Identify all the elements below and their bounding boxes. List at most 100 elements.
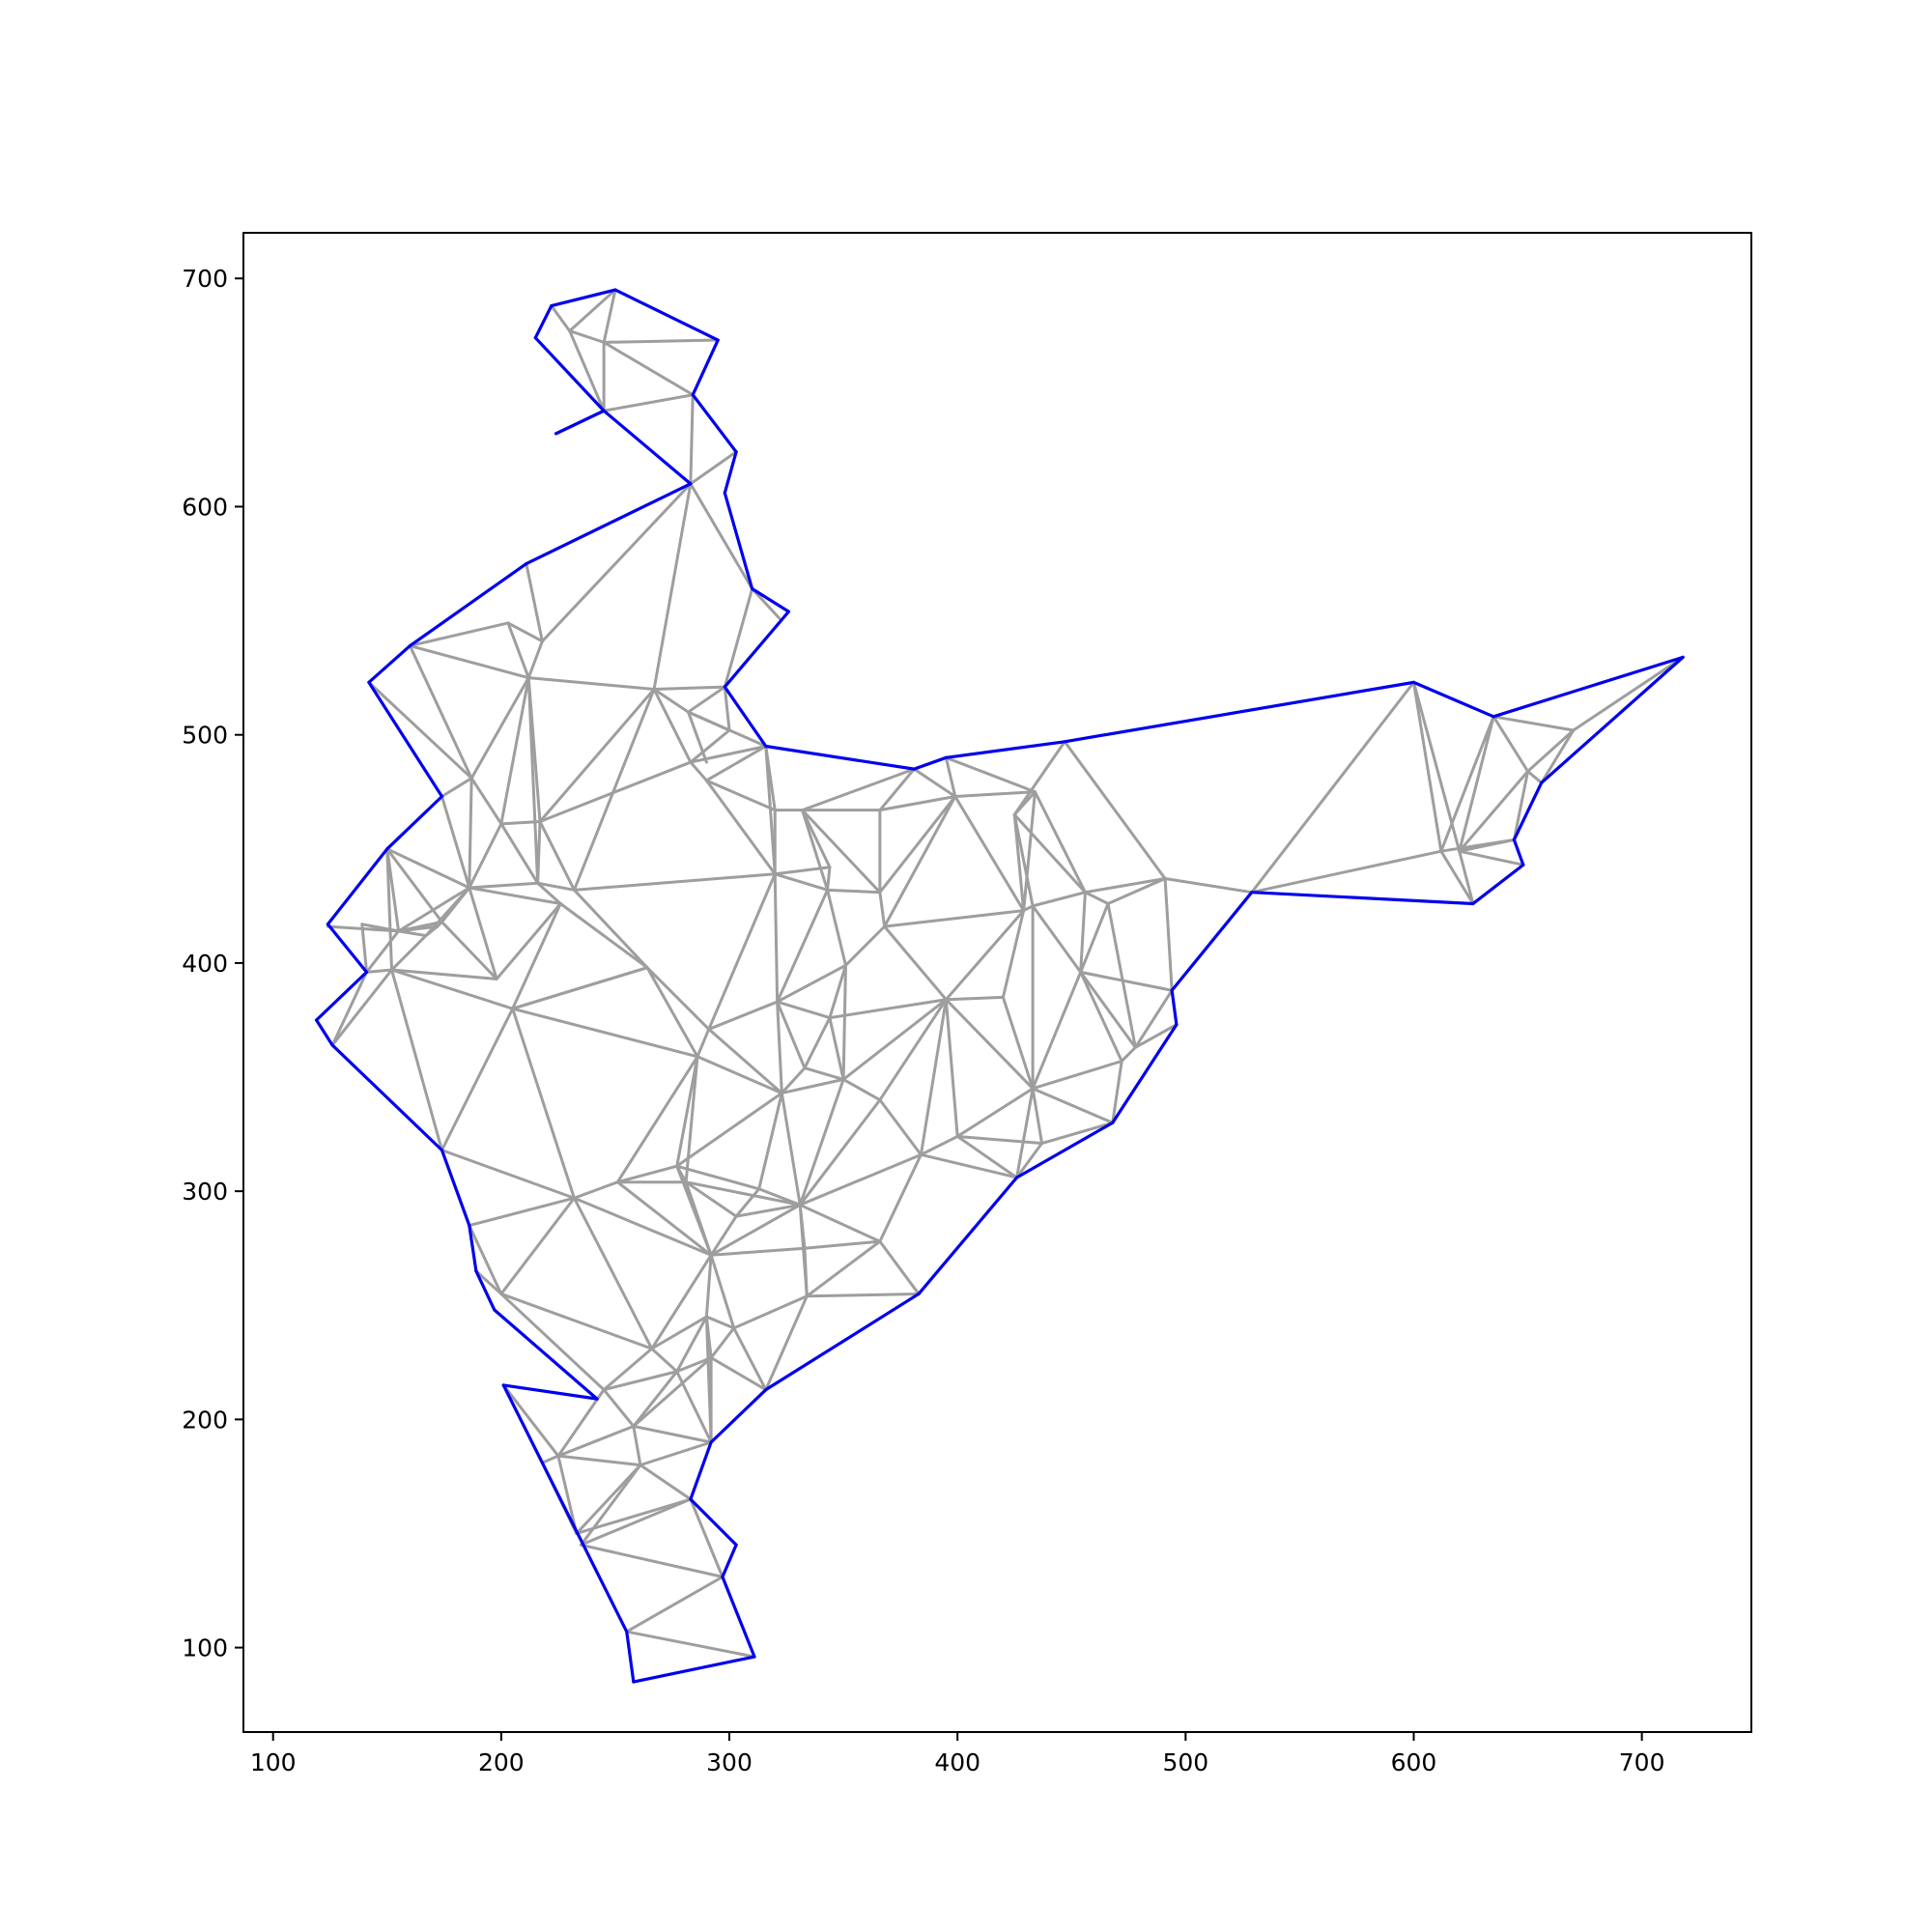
boundary-edge	[723, 491, 754, 591]
y-tick-label: 100	[182, 1634, 228, 1662]
mesh-edge	[652, 482, 693, 691]
mesh-edge	[1163, 877, 1174, 992]
x-tick-label: 600	[1391, 1748, 1437, 1776]
mesh-edge	[689, 728, 731, 764]
mesh-edge	[526, 676, 540, 885]
y-tick-label: 600	[182, 493, 228, 521]
mesh-edge	[397, 886, 471, 933]
boundary-edge	[408, 561, 528, 648]
mesh-edge	[385, 847, 471, 890]
boundary-edge	[1014, 1121, 1115, 1179]
mesh-edge	[1106, 902, 1137, 1049]
mesh-edge	[1526, 728, 1576, 773]
boundary-edge	[721, 1543, 738, 1578]
mesh-edge	[709, 1246, 807, 1257]
mesh-edge	[675, 1055, 699, 1168]
mesh-edge	[495, 902, 562, 980]
mesh-edge	[469, 676, 530, 781]
y-tick-label: 200	[182, 1406, 228, 1434]
mesh-edge	[639, 1440, 713, 1467]
mesh-edge	[704, 779, 777, 812]
mesh-edge	[801, 809, 832, 869]
boundary-edge	[613, 288, 720, 342]
mesh-edge	[955, 1134, 1019, 1179]
mesh-edge	[707, 872, 777, 1031]
mesh-edge	[684, 1180, 738, 1218]
mesh-edge	[572, 888, 649, 970]
mesh-edge	[828, 1016, 845, 1081]
mesh-edge	[1079, 891, 1087, 974]
mesh-edge	[550, 304, 572, 333]
mesh-edge	[645, 966, 711, 1031]
boundary-edge	[493, 1308, 599, 1401]
mesh-edge	[944, 995, 1005, 1002]
boundary-edge	[326, 923, 369, 974]
mesh-edge	[675, 1164, 761, 1191]
mesh-edge	[1012, 812, 1087, 895]
mesh-edge	[798, 1152, 923, 1207]
boundary-edge	[330, 1043, 444, 1152]
mesh-edge	[360, 923, 369, 974]
plot-frame	[242, 232, 1752, 1733]
mesh-edge	[511, 966, 649, 1010]
mesh-edge	[536, 881, 562, 906]
boundary-edge	[1471, 863, 1525, 906]
mesh-edge	[841, 1077, 882, 1102]
mesh-edge	[684, 1055, 699, 1184]
y-tick-label: 700	[182, 265, 228, 293]
mesh-edge	[696, 1027, 711, 1059]
mesh-edge	[1040, 1121, 1115, 1146]
mesh-edge	[1111, 1059, 1123, 1124]
x-tick-label: 200	[478, 1748, 525, 1776]
boundary-edge	[1250, 891, 1475, 906]
mesh-edge	[953, 794, 1026, 913]
mesh-edge	[538, 760, 693, 823]
mesh-edge	[1001, 909, 1026, 999]
mesh-edge	[468, 881, 540, 890]
mesh-edge	[499, 1196, 576, 1295]
boundary-edge	[1063, 680, 1416, 744]
mesh-edge	[440, 920, 498, 980]
mesh-edge	[732, 1294, 809, 1330]
mesh-edge	[675, 1092, 783, 1168]
mesh-edge	[841, 998, 948, 1081]
mesh-edge	[1250, 849, 1443, 895]
mesh-edge	[568, 329, 606, 344]
mesh-edge	[1411, 680, 1443, 853]
mesh-edge	[944, 755, 1037, 794]
mesh-edge	[1572, 655, 1685, 732]
mesh-edge	[615, 1055, 699, 1184]
mesh-edge	[801, 767, 916, 812]
mesh-edge	[675, 1356, 713, 1374]
mesh-edge	[468, 886, 562, 906]
mesh-edge	[390, 968, 498, 980]
mesh-edge	[843, 924, 887, 967]
mesh-edge	[764, 1294, 809, 1392]
mesh-edge	[919, 1134, 959, 1156]
mesh-edge	[780, 1092, 802, 1207]
mesh-edge	[1031, 970, 1083, 1091]
boundary-edge	[501, 1383, 599, 1401]
mesh-edge	[1079, 970, 1137, 1049]
mesh-edge	[440, 1149, 576, 1200]
mesh-edge	[1015, 1087, 1035, 1179]
mesh-edge	[1033, 790, 1087, 895]
mesh-edge	[650, 1315, 708, 1350]
mesh-edge	[572, 1180, 619, 1200]
boundary-edge	[625, 1630, 636, 1684]
mesh-edge	[878, 1098, 923, 1156]
boundary-edge	[689, 1497, 738, 1547]
mesh-edge	[1526, 769, 1544, 784]
mesh-edge	[556, 1454, 642, 1467]
mesh-edge	[424, 920, 443, 938]
boundary-edges	[314, 288, 1685, 1684]
mesh-edge	[696, 1055, 783, 1095]
boundary-edge	[1512, 838, 1525, 867]
mesh-edge	[878, 767, 916, 812]
mesh-edge	[365, 968, 394, 974]
mesh-edge	[798, 1077, 845, 1207]
mesh-edge	[723, 587, 754, 689]
boundary-edge	[721, 1575, 756, 1659]
mesh-edge	[558, 902, 649, 970]
mesh-edge	[602, 288, 617, 344]
